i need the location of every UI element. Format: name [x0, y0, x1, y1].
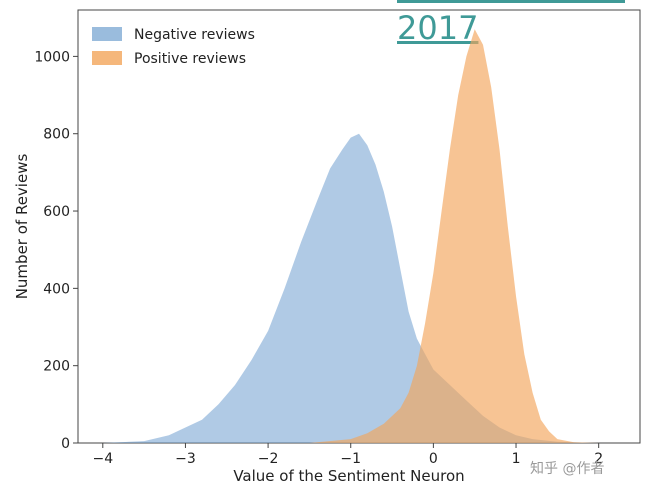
y-tick-label: 200 — [43, 359, 70, 375]
x-tick-label: 2 — [594, 451, 603, 467]
x-tick-label: 0 — [429, 451, 438, 467]
x-tick-label: −2 — [258, 451, 279, 467]
x-axis-label: Value of the Sentiment Neuron — [233, 467, 464, 485]
y-tick-label: 0 — [61, 436, 70, 452]
x-tick-label: 1 — [512, 451, 521, 467]
x-tick-label: −3 — [175, 451, 196, 467]
watermark-text: 知乎 @作者 — [530, 461, 605, 477]
negative-legend-swatch — [92, 27, 122, 41]
series-layer — [102, 29, 599, 444]
legend: Negative reviews Positive reviews — [92, 27, 255, 67]
y-tick-label: 600 — [43, 204, 70, 220]
x-axis-ticks: −4 −3 −2 −1 0 1 2 — [92, 443, 603, 467]
header-accent-bar — [397, 0, 625, 3]
negative-legend-label: Negative reviews — [134, 27, 255, 43]
y-axis-ticks: 0 200 400 600 800 1000 — [34, 49, 78, 452]
y-tick-label: 800 — [43, 127, 70, 143]
y-tick-label: 1000 — [34, 49, 70, 65]
positive-legend-swatch — [92, 51, 122, 65]
x-tick-label: −1 — [340, 451, 361, 467]
year-link[interactable]: 2017 — [397, 9, 479, 47]
negative-reviews-area — [102, 133, 599, 443]
y-axis-label: Number of Reviews — [13, 154, 31, 300]
positive-reviews-area — [309, 29, 599, 444]
y-tick-label: 400 — [43, 281, 70, 297]
x-tick-label: −4 — [92, 451, 113, 467]
positive-legend-label: Positive reviews — [134, 51, 246, 67]
